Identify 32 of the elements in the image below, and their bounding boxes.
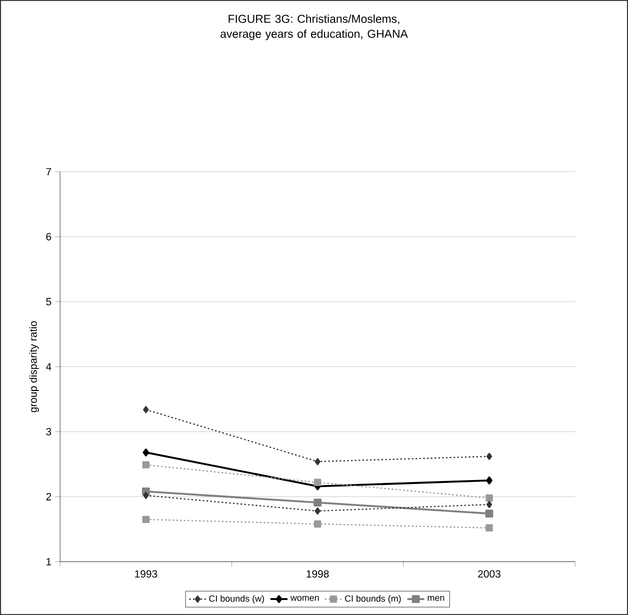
point [314,520,322,528]
point [486,500,492,508]
point [486,452,492,460]
point [143,492,149,499]
point [486,524,493,532]
y-tick-label: 5 [46,298,52,306]
legend-label: men [428,596,444,601]
point [142,516,150,524]
point [142,461,150,468]
y-tick-label: 3 [46,428,52,436]
chart-title: FIGURE 3G: Christians/Moslems, average years of education, GHANA [220,14,408,40]
y-axis-title: group disparity ratio [29,321,39,412]
y-tick-label: 1 [46,558,52,566]
y-tick-label: 4 [46,363,52,370]
y-tick-label: 6 [46,232,52,240]
x-tick-label: 1998 [306,570,329,578]
point [486,494,493,502]
point [314,458,320,466]
legend-label: CI bounds (w) [209,595,264,604]
point [314,498,322,506]
point [143,406,149,414]
point [485,510,494,518]
point [486,476,492,484]
x-tick-label: 2003 [478,570,500,578]
point [142,448,150,456]
point [314,507,320,515]
point [314,478,322,486]
y-tick-label: 7 [46,168,52,176]
x-tick-label: 1993 [135,570,158,578]
y-tick-label: 2 [46,493,52,500]
legend-label: women [290,596,319,601]
legend-label: CI bounds (m) [344,595,401,604]
